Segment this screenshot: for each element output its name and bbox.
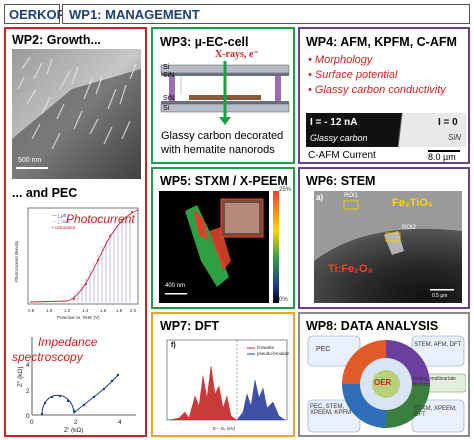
wp3-panel: WP3: µ-EC-cell X-rays, e⁻ Si SiN SiN Si … [151, 27, 295, 164]
svg-text:4: 4 [118, 419, 122, 426]
svg-text:Photocurrent density: Photocurrent density [14, 240, 19, 282]
wp5-scale-label: 400 nm [165, 283, 186, 289]
svg-text:2: 2 [26, 388, 30, 395]
sem-nanorods-image: 500 nm [12, 49, 141, 179]
colorbar-top: 25% [279, 187, 292, 193]
svg-text:1.2: 1.2 [64, 308, 71, 313]
wp6-panel: WP6: STEM a) ROI1 ROI2 Fe₂TiO₅ Ti:Fe₂O₃ … [298, 167, 470, 309]
wp6-title: WP6: STEM [306, 174, 376, 188]
dos-svg: brownite pseudo-brookite E − Eₓ (eV) [166, 339, 290, 431]
layer-sin-top: SiN [163, 72, 175, 79]
sem-nanorods-svg [12, 49, 141, 179]
wp8-middle-right: scaling, multivariate analysis [412, 376, 456, 388]
layer-si-top: Si [163, 64, 170, 71]
photocurrent-label: Photocurrent [66, 212, 135, 226]
svg-text:4: 4 [26, 362, 30, 369]
current-left: I = - 12 nA [310, 117, 358, 128]
compound-bottom: Ti:Fe₂O₃ [328, 263, 373, 275]
compound-top: Fe₂TiO₅ [392, 197, 433, 209]
svg-text:— j_ph: — j_ph [52, 213, 67, 218]
svg-text:0.8: 0.8 [28, 308, 35, 313]
c-afm-svg [306, 113, 403, 147]
wp4-bullet-morphology: • Morphology [308, 54, 373, 66]
stem-svg [314, 191, 462, 303]
colorbar-bottom: 0% [279, 297, 288, 303]
impedance-label-1: Impedance [38, 335, 98, 349]
org-text: OERKOP [9, 6, 66, 22]
wp3-caption-2: with hematite nanorods [161, 144, 275, 156]
svg-text:1.8: 1.8 [116, 308, 123, 313]
wp8-bottom-left: PEC, STEM, XPEEM, KPFM [310, 404, 352, 416]
wp5-colorbar [273, 191, 279, 303]
wp8-pec: PEC [316, 346, 331, 353]
dos-legend-1: brownite [257, 345, 275, 350]
wp3-title: WP3: µ-EC-cell [160, 35, 249, 49]
wp4-bullet-surface-potential: • Surface potential [308, 69, 398, 81]
svg-text:Potential vs. RHE (V): Potential vs. RHE (V) [57, 315, 100, 320]
ec-cell-svg [160, 61, 290, 125]
svg-text:• calculated: • calculated [52, 225, 76, 230]
layer-si-bottom: Si [163, 105, 170, 112]
wp8-title: WP8: DATA ANALYSIS [306, 319, 439, 333]
svg-text:Z′ (kΩ): Z′ (kΩ) [64, 427, 83, 433]
stem-image [314, 191, 462, 303]
svg-text:Z″ (kΩ): Z″ (kΩ) [17, 366, 24, 387]
photocurrent-plot: — j_ph — j_dark • calculated 0.8 1.0 1.2 1… [12, 202, 142, 320]
org-label: OERKOP [4, 4, 65, 24]
svg-text:1.6: 1.6 [100, 308, 107, 313]
wp4-scale-bar [428, 150, 460, 152]
layer-sin-bottom: SiN [163, 95, 175, 102]
ec-cell-diagram [159, 61, 291, 125]
wp5-title: WP5: STXM / X-PEEM [160, 174, 288, 188]
wp8-top-right: STEM, AFM, DFT [414, 342, 462, 348]
wp8-panel: WP8: DATA ANALYSIS OER PEC STEM, AFM, DF… [298, 312, 470, 437]
svg-text:1.0: 1.0 [46, 308, 53, 313]
dos-legend-2: pseudo-brookite [257, 351, 290, 356]
data-analysis-svg [307, 335, 467, 433]
svg-text:— j_dark: — j_dark [52, 219, 71, 224]
wp2-panel: WP2: Growth... [4, 27, 147, 437]
wp3-caption-1: Glassy carbon decorated [161, 130, 284, 142]
current-right: I = 0 [438, 117, 458, 128]
wp7-title: WP7: DFT [160, 319, 220, 333]
c-afm-image [306, 113, 466, 147]
photocurrent-svg: — j_ph — j_dark • calculated 0.8 1.0 1.2 1… [14, 207, 139, 320]
wp4-panel: WP4: AFM, KPFM, C-AFM • Morphology • Sur… [298, 27, 470, 164]
impedance-label-2: spectroscopy [12, 350, 83, 364]
impedance-svg: 0 2 4 0 2 4 Z′ (kΩ) Z″ (kΩ) [17, 337, 136, 434]
wp8-center: OER [374, 378, 392, 387]
svg-text:2: 2 [74, 419, 78, 426]
stxm-svg [165, 198, 264, 295]
svg-text:2.0: 2.0 [130, 308, 137, 313]
wp4-title: WP4: AFM, KPFM, C-AFM [306, 35, 457, 49]
roi1-label: ROI1 [344, 193, 359, 199]
wp2-title: WP2: Growth... [12, 33, 101, 47]
impedance-plot: 0 2 4 0 2 4 Z′ (kΩ) Z″ (kΩ) [12, 329, 142, 434]
wp1-text: WP1: MANAGEMENT [69, 6, 200, 22]
wp4-bullet-conductivity: • Glassy carbon conductivity [308, 84, 446, 96]
svg-text:0: 0 [26, 413, 30, 420]
wp4-bullet-list: • Morphology • Surface potential • Glass… [308, 53, 468, 98]
data-analysis-diagram [306, 334, 467, 434]
pec-title: ... and PEC [12, 186, 78, 200]
wp6-scale-label: 0.5 µm [432, 293, 448, 299]
dos-plot: brownite pseudo-brookite E − Eₓ (eV) [159, 336, 291, 434]
stxm-image: 400 nm [159, 191, 269, 303]
roi2-label: ROI2 [402, 225, 417, 231]
wp1-header: WP1: MANAGEMENT [62, 4, 470, 24]
wp5-panel: WP5: STXM / X-PEEM 400 nm 25% 0% [151, 167, 295, 309]
glassy-label: Glassy carbon [310, 133, 368, 143]
svg-text:0: 0 [30, 419, 34, 426]
sem-scale-label: 500 nm [18, 157, 42, 164]
wp4-scale-label: 8.0 µm [428, 152, 456, 162]
sin-label: SiN [448, 133, 461, 142]
wp7-panel: WP7: DFT brownite pseudo-brookite E − Eₓ… [151, 312, 295, 437]
dos-xlabel: E − Eₓ (eV) [213, 426, 236, 431]
wp8-bottom-right: STXM, XPEEM, DFT [414, 406, 457, 418]
wp6-panel-label: a) [316, 193, 324, 202]
wp4-caption: C-AFM Current [308, 150, 376, 161]
svg-text:1.4: 1.4 [82, 308, 89, 313]
xray-label: X-rays, e⁻ [215, 49, 259, 60]
wp7-panel-label: f) [171, 342, 176, 349]
